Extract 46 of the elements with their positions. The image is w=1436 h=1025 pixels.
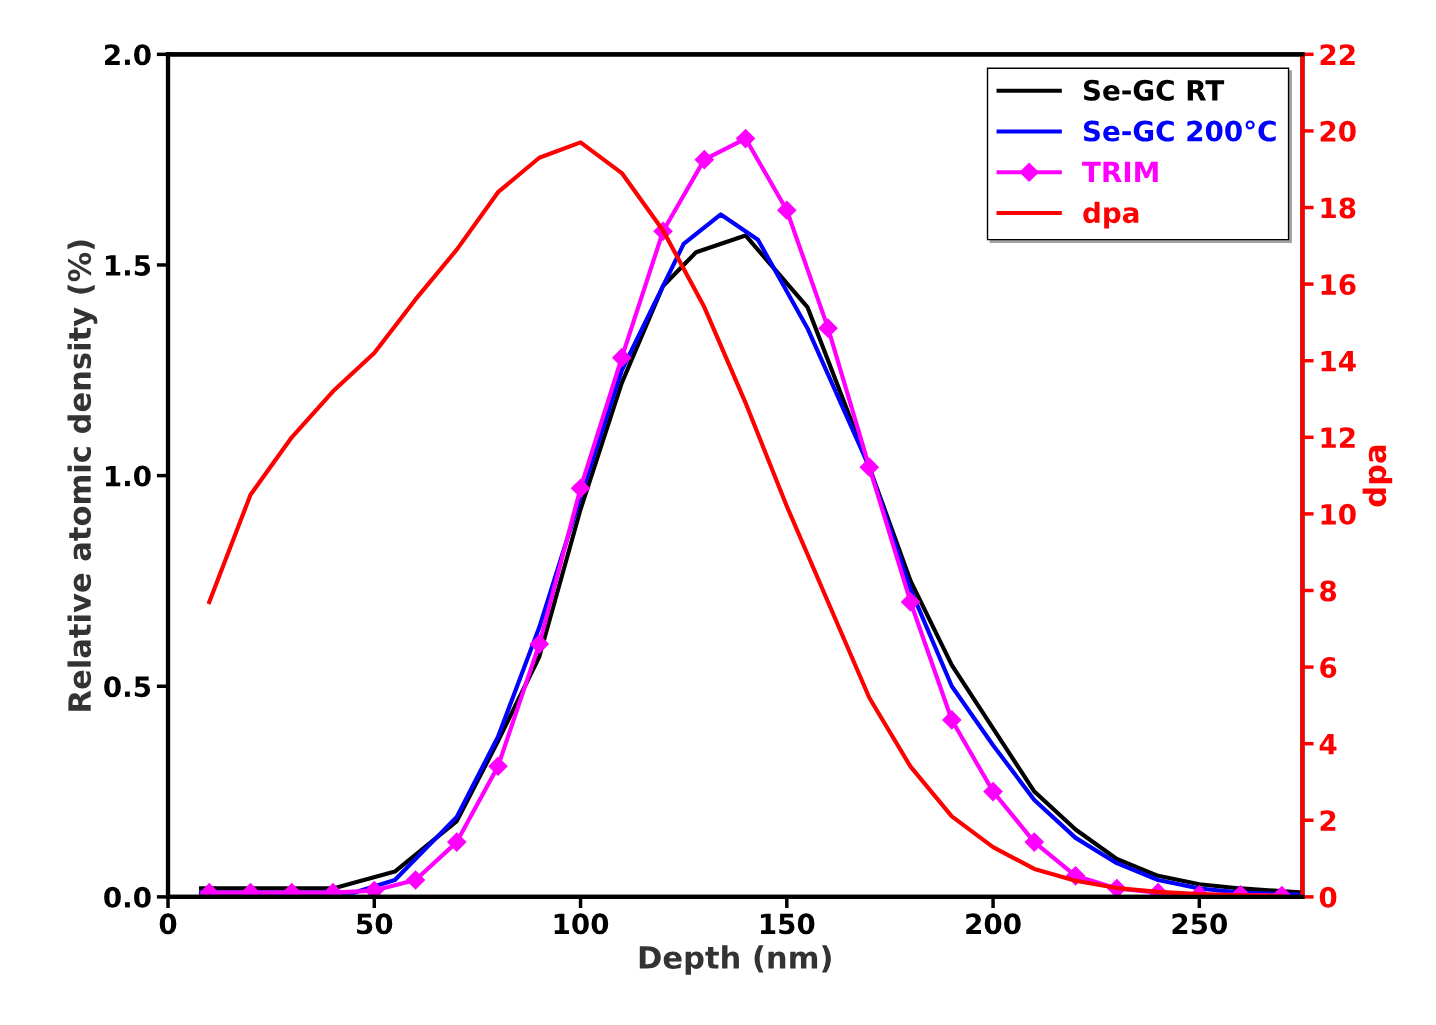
point bbox=[901, 592, 921, 612]
point bbox=[859, 457, 879, 477]
point bbox=[777, 200, 797, 220]
y2-tick-label: 10 bbox=[1321, 503, 1356, 525]
y-tick-label: 0.0 bbox=[104, 886, 151, 908]
point bbox=[612, 348, 632, 368]
x-tick-label: 150 bbox=[760, 913, 815, 935]
y2-tick-label: 20 bbox=[1320, 120, 1356, 142]
point bbox=[694, 150, 714, 170]
y2-tick-label: 6 bbox=[1320, 657, 1337, 679]
y2-tick-label: 2 bbox=[1320, 810, 1336, 831]
x-axis-title: Depth (nm) bbox=[639, 945, 831, 975]
point bbox=[529, 634, 549, 654]
legend-label: dpa bbox=[1083, 201, 1139, 229]
y-tick-label: 1.0 bbox=[105, 465, 151, 487]
point bbox=[571, 478, 591, 498]
x-tick-label: 50 bbox=[357, 913, 393, 935]
y2-tick-label: 18 bbox=[1321, 197, 1356, 219]
legend-label: Se-GC RT bbox=[1083, 79, 1225, 101]
point bbox=[736, 129, 756, 149]
legend-label: TRIM bbox=[1082, 161, 1158, 182]
y2-tick-label: 16 bbox=[1321, 274, 1356, 296]
point bbox=[405, 870, 426, 890]
point bbox=[1024, 832, 1044, 852]
point bbox=[818, 318, 838, 338]
y2-tick-label: 0 bbox=[1319, 886, 1337, 908]
y-axis-title: Relative atomic density (%) bbox=[67, 240, 98, 711]
x-tick-label: 250 bbox=[1172, 913, 1227, 935]
point bbox=[983, 782, 1003, 802]
x-tick-label: 200 bbox=[966, 913, 1021, 935]
point bbox=[364, 881, 384, 897]
y-tick-label: 0.5 bbox=[104, 676, 151, 698]
x-tick-label: 0 bbox=[159, 913, 177, 935]
x-tick-label: 100 bbox=[554, 913, 609, 935]
legend-label: Se-GC 200°C bbox=[1083, 120, 1276, 142]
y-tick-label: 1.5 bbox=[105, 255, 151, 276]
point bbox=[942, 710, 962, 730]
y2-tick-label: 22 bbox=[1320, 44, 1355, 65]
y2-tick-label: 8 bbox=[1320, 580, 1337, 602]
y2-axis-title: dpa bbox=[1362, 445, 1393, 507]
y2-tick-label: 14 bbox=[1321, 351, 1356, 372]
y2-tick-label: 12 bbox=[1321, 427, 1355, 448]
point bbox=[488, 756, 508, 776]
y-tick-label: 2.0 bbox=[105, 44, 151, 66]
y2-tick-label: 4 bbox=[1319, 733, 1337, 755]
point bbox=[447, 832, 467, 852]
